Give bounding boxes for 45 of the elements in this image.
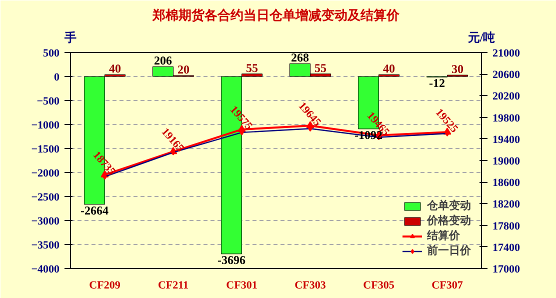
data-label: 20 — [178, 62, 190, 77]
data-label: -12 — [428, 76, 445, 90]
y2-tick-label: 18200 — [492, 198, 520, 211]
legend-label: 结算价 — [427, 228, 460, 243]
y2-tick-label: 17400 — [492, 242, 520, 254]
data-label: -2664 — [80, 203, 108, 218]
data-label: 40 — [109, 62, 122, 76]
y2-axis-title: 元/吨 — [466, 30, 496, 44]
y-tick-label: −1000 — [31, 120, 60, 132]
y-tick-label: −2500 — [31, 192, 60, 204]
y-tick-label: −2000 — [31, 168, 60, 180]
y-tick-label: −500 — [36, 96, 60, 108]
y-tick-label: 500 — [43, 48, 60, 60]
x-tick-label: CF211 — [158, 280, 189, 292]
x-tick-label: CF305 — [363, 280, 395, 292]
y-tick-label: 0 — [54, 72, 60, 84]
data-label: 30 — [452, 62, 464, 76]
y2-tick-label: 18600 — [492, 177, 520, 190]
x-tick-label: CF209 — [89, 280, 121, 292]
legend-label: 前一日价 — [427, 244, 471, 258]
data-label: 55 — [314, 60, 327, 75]
y2-tick-label: 20600 — [492, 69, 520, 82]
y2-tick-label: 21000 — [492, 48, 520, 60]
data-label: 40 — [383, 62, 396, 76]
y2-tick-label: 19800 — [492, 112, 520, 124]
y-axis-title: 手 — [64, 30, 76, 44]
y-tick-label: −3500 — [31, 240, 60, 252]
data-label: 206 — [154, 54, 172, 68]
y-tick-label: −3000 — [31, 216, 60, 228]
legend-label: 仓单变动 — [427, 198, 471, 213]
data-label: 268 — [290, 50, 309, 65]
data-label: 55 — [246, 60, 258, 75]
y2-tick-label: 17000 — [492, 264, 520, 276]
x-tick-label: CF303 — [294, 280, 326, 292]
y-tick-label: −4000 — [31, 264, 60, 276]
data-label: -3696 — [217, 252, 246, 267]
y2-tick-label: 19400 — [492, 134, 520, 146]
chart-title: 郑棉期货各合约当日仓单增减变动及结算价 — [152, 8, 400, 22]
y2-tick-label: 17800 — [492, 220, 520, 232]
y-tick-label: −1500 — [31, 144, 60, 156]
x-tick-label: CF307 — [432, 280, 464, 292]
x-tick-label: CF301 — [226, 280, 258, 292]
y2-tick-label: 19000 — [492, 156, 520, 168]
y2-tick-label: 20200 — [492, 90, 520, 103]
legend-label: 价格变动 — [427, 214, 471, 228]
